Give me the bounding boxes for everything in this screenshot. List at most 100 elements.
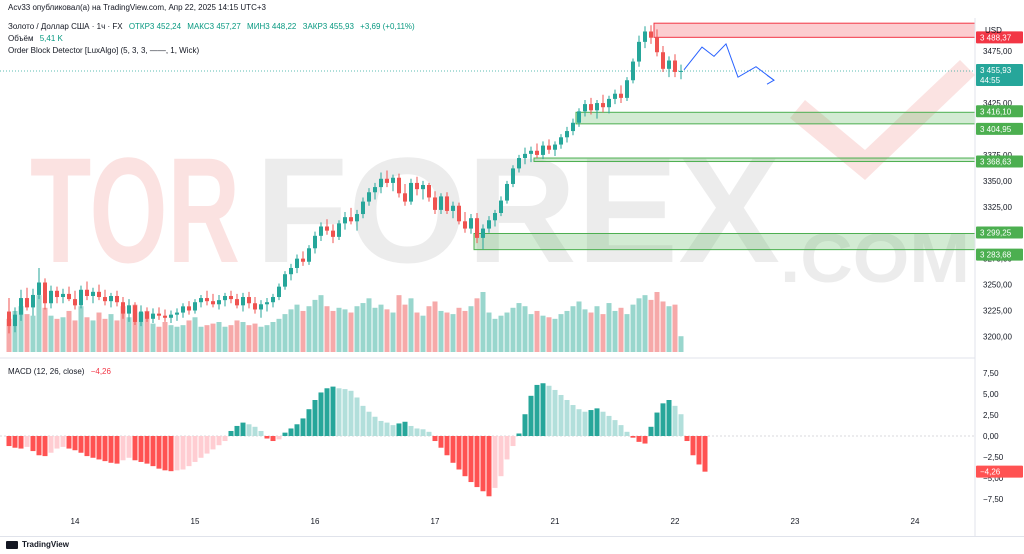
macd-bar	[366, 411, 372, 436]
volume-bar	[540, 315, 546, 352]
volume-bar	[330, 310, 336, 352]
macd-bar	[570, 405, 576, 436]
volume-bar	[48, 315, 54, 352]
candle-body	[445, 196, 449, 211]
candle-body	[451, 205, 455, 211]
candle-body	[43, 282, 47, 304]
candle-body	[523, 153, 527, 159]
candle-body	[133, 305, 137, 322]
macd-bar	[126, 436, 132, 458]
candle-body	[661, 52, 665, 69]
bull-ob-price-label: 3 368,63	[980, 158, 1012, 167]
volume-bar	[402, 304, 408, 352]
macd-bar	[666, 400, 672, 436]
candle-body	[565, 131, 569, 138]
candle-body	[529, 150, 533, 154]
volume-bar	[276, 318, 282, 352]
candle-body	[409, 182, 413, 202]
macd-bar	[510, 436, 516, 447]
macd-label[interactable]: MACD (12, 26, close)	[8, 367, 85, 376]
candle-body	[469, 218, 473, 229]
candle-body	[121, 302, 125, 314]
bull-order-block	[575, 111, 976, 125]
volume-bar	[294, 304, 300, 352]
candle-body	[463, 221, 467, 229]
candle-body	[487, 220, 491, 229]
volume-bar	[342, 309, 348, 352]
volume-bar	[486, 312, 492, 352]
volume-bar	[480, 292, 486, 352]
bear-order-block	[653, 22, 976, 38]
macd-bar	[18, 436, 24, 449]
candle-body	[307, 248, 311, 262]
macd-bar	[186, 436, 192, 467]
symbol-name[interactable]: Золото / Доллар США · 1ч · FX	[8, 22, 123, 31]
macd-bar	[648, 426, 654, 436]
bull-ob-top-label-bg	[976, 226, 1023, 239]
candle-body	[169, 314, 173, 318]
candle-body	[679, 70, 683, 72]
macd-bar	[690, 436, 696, 456]
macd-legend: MACD (12, 26, close) −4,26	[8, 367, 115, 376]
price-axis[interactable]: 3200,003225,003250,003275,003300,003325,…	[974, 18, 1012, 536]
macd-bar	[372, 416, 378, 436]
watermark-com: .COM	[780, 219, 970, 297]
volume-bar	[498, 315, 504, 352]
candle-body	[559, 137, 563, 145]
volume-bar	[420, 315, 426, 352]
volume-label[interactable]: Объём	[8, 34, 34, 43]
macd-bar	[288, 428, 294, 436]
candle-body	[97, 291, 101, 298]
macd-value: −4,26	[90, 367, 111, 376]
macd-bar	[438, 436, 444, 448]
symbol-legend: Золото / Доллар США · 1ч · FX ОТКР3 452,…	[8, 22, 419, 31]
candle-body	[73, 299, 77, 306]
macd-bar	[156, 436, 162, 469]
macd-bar	[252, 426, 258, 436]
macd-bar	[684, 436, 690, 442]
volume-bar	[618, 307, 624, 352]
macd-bar	[444, 436, 450, 456]
volume-bar	[582, 309, 588, 352]
candle-body	[7, 311, 11, 327]
volume-bar	[108, 314, 114, 352]
time-axis[interactable]: 14 15 16 17 21 22 23 24	[71, 517, 920, 526]
time-tick-label: 16	[311, 517, 320, 526]
volume-bar	[546, 317, 552, 352]
volume-bar	[666, 306, 672, 352]
time-tick-label: 21	[551, 517, 560, 526]
macd-bar	[588, 410, 594, 436]
currency-label[interactable]: USD	[985, 26, 1006, 35]
volume-bar	[204, 325, 210, 352]
macd-bar	[258, 430, 264, 436]
candle-body	[67, 293, 71, 300]
macd-bar	[618, 425, 624, 436]
macd-bar	[612, 420, 618, 436]
bull-ob-price-label-bg	[976, 155, 1023, 168]
candle-body	[157, 313, 161, 316]
change-value: +3,69 (+0,11%)	[360, 22, 415, 31]
volume-bar	[318, 295, 324, 352]
macd-bar	[432, 436, 438, 442]
currency-text: USD	[985, 26, 1002, 35]
macd-bar	[90, 436, 96, 458]
bull-ob-top-label-bg	[976, 105, 1023, 118]
macd-bar	[636, 436, 642, 442]
candle-body	[37, 282, 41, 295]
volume-bar	[324, 306, 330, 352]
volume-bar	[522, 306, 528, 352]
price-tick-label: 3425,00	[983, 99, 1012, 108]
price-tick-label: 3250,00	[983, 281, 1012, 290]
macd-bar	[480, 436, 486, 492]
macd-bar	[300, 418, 306, 436]
volume-bar	[264, 325, 270, 352]
volume-bar	[612, 310, 618, 352]
macd-bar	[540, 383, 546, 436]
tradingview-logo[interactable]: TradingView	[6, 540, 69, 549]
macd-bar	[78, 436, 84, 453]
indicator-name[interactable]: Order Block Detector [LuxAlgo] (5, 3, 3,…	[8, 46, 200, 55]
volume-bar	[348, 312, 354, 352]
macd-bar	[582, 411, 588, 436]
macd-bar	[498, 436, 504, 477]
